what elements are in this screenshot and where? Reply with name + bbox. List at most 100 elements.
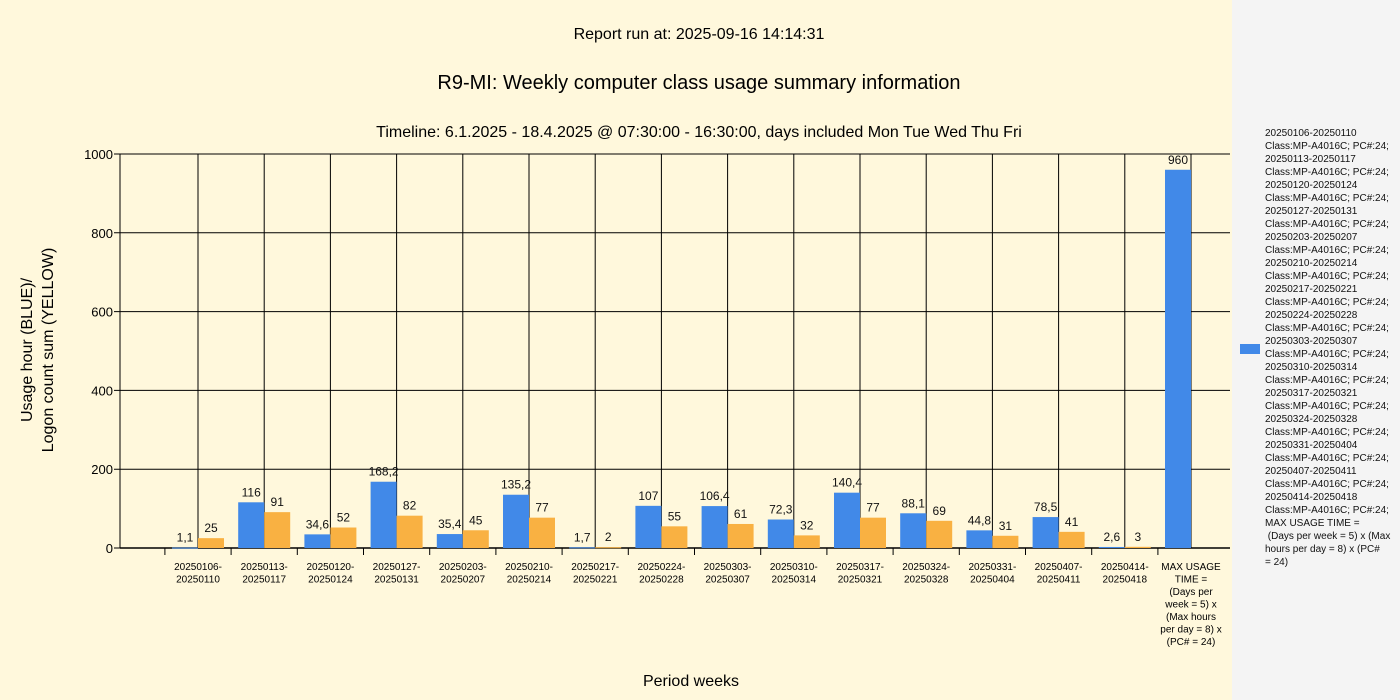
chart-subtitle: Timeline: 6.1.2025 - 18.4.2025 @ 07:30:0… (376, 124, 1022, 141)
x-tick-label: 20250407- (1035, 562, 1083, 573)
bar-chart: Report run at: 2025-09-16 14:14:31 R9-MI… (19, 26, 1230, 690)
bar-usage (436, 534, 463, 548)
data-label: 91 (271, 495, 285, 509)
data-label: 31 (999, 519, 1013, 533)
y-tick-label: 400 (91, 383, 113, 398)
bar-usage (238, 502, 265, 548)
bar-logon (793, 535, 820, 548)
data-label: 3 (1134, 530, 1141, 544)
data-label: 107 (638, 489, 658, 503)
bar-usage (767, 519, 794, 548)
data-label: 35,4 (438, 517, 462, 531)
bar-logon (661, 526, 688, 548)
chart-title: R9-MI: Weekly computer class usage summa… (437, 72, 960, 94)
x-tick-label: 20250411 (1037, 575, 1081, 586)
report-run-text: Report run at: 2025-09-16 14:14:31 (574, 26, 825, 43)
x-tick-label: 20250217- (571, 562, 619, 573)
x-axis-label: Period weeks (643, 673, 739, 690)
x-tick-label: 20250203- (439, 562, 487, 573)
y-tick-label: 800 (91, 226, 113, 241)
bar-usage (1098, 546, 1125, 548)
legend-swatch-blue (1240, 344, 1260, 354)
bar-usage (900, 513, 927, 548)
x-tick-label: 20250418 (1103, 575, 1148, 586)
x-tick-label: week = 5) x (1164, 600, 1216, 611)
data-label: 32 (800, 518, 814, 532)
data-label: 140,4 (832, 476, 862, 490)
bar-usage (635, 505, 662, 548)
bar-logon (264, 512, 291, 548)
data-label: 1,7 (574, 530, 591, 544)
legend: 20250106-20250110 Class:MP-A4016C; PC#:2… (1232, 0, 1400, 700)
bar-logon (198, 538, 224, 548)
x-tick-label: 20250210- (505, 562, 553, 573)
x-tick-label: (Days per (1169, 587, 1213, 598)
data-label: 72,3 (769, 503, 793, 517)
bar-usage (834, 492, 860, 548)
bar-usage (1165, 169, 1191, 548)
y-tick-label: 1000 (84, 147, 113, 162)
x-tick-label: 20250307 (705, 575, 750, 586)
x-tick-label: 20250224- (637, 562, 685, 573)
x-tick-label: 20250404 (970, 575, 1015, 586)
bar-usage (966, 530, 993, 548)
data-label: 2 (605, 530, 612, 544)
bar-usage (503, 494, 529, 548)
x-tick-label: 20250221 (573, 575, 618, 586)
data-label: 44,8 (968, 513, 992, 527)
bar-logon (595, 547, 622, 549)
bar-logon (860, 517, 886, 548)
x-tick-label: 20250120- (306, 562, 354, 573)
bar-usage (1032, 517, 1059, 548)
data-label: 77 (535, 501, 549, 515)
data-label: 960 (1168, 153, 1188, 167)
x-tick-label: 20250113- (241, 562, 288, 573)
x-tick-label: 20250127- (373, 562, 421, 573)
bar-logon (529, 517, 555, 548)
x-tick-label: 20250310- (770, 562, 818, 573)
data-label: 78,5 (1034, 500, 1058, 514)
bar-logon (396, 515, 423, 548)
bar-logon (727, 523, 754, 548)
x-tick-label: 20250324- (902, 562, 950, 573)
bar-logon (926, 520, 953, 548)
y-tick-label: 200 (91, 462, 113, 477)
x-tick-label: 20250106- (174, 562, 222, 573)
bar-usage (172, 547, 198, 549)
legend-text: 20250106-20250110 Class:MP-A4016C; PC#:2… (1265, 128, 1391, 568)
x-tick-label: 20250228 (639, 575, 684, 586)
x-tick-label: 20250124 (308, 575, 353, 586)
x-tick-label: 20250331- (968, 562, 1016, 573)
data-label: 168,2 (369, 465, 399, 479)
y-axis-label-line2: Logon count sum (YELLOW) (40, 248, 57, 453)
y-tick-label: 600 (91, 305, 113, 320)
x-tick-label: TIME = (1175, 575, 1208, 586)
y-axis-label-line1: Usage hour (BLUE)/ (19, 277, 36, 422)
bar-logon (1058, 531, 1085, 548)
x-tick-label: 20250303- (704, 562, 752, 573)
data-label: 25 (204, 521, 218, 535)
x-tick-label: 20250214 (507, 575, 552, 586)
x-tick-label: 20250317- (836, 562, 884, 573)
data-label: 106,4 (700, 489, 730, 503)
data-label: 77 (866, 501, 880, 515)
x-tick-label: 20250110 (176, 575, 220, 586)
data-label: 1,1 (177, 531, 194, 545)
x-tick-label: (Max hours (1166, 612, 1216, 623)
data-label: 55 (668, 509, 682, 523)
data-label: 61 (734, 507, 748, 521)
x-tick-label: 20250328 (904, 575, 949, 586)
x-tick-label: (PC# = 24) (1167, 637, 1216, 648)
bar-logon (330, 527, 357, 548)
data-label: 135,2 (501, 478, 531, 492)
bar-logon (462, 530, 489, 548)
bar-logon (1124, 546, 1151, 548)
x-tick-label: 20250117 (242, 575, 286, 586)
x-tick-label: MAX USAGE (1161, 562, 1221, 573)
bar-usage (701, 506, 728, 548)
data-label: 45 (469, 513, 483, 527)
x-tick-label: 20250321 (838, 575, 883, 586)
data-label: 34,6 (306, 517, 330, 531)
x-tick-label: 20250414- (1101, 562, 1149, 573)
data-label: 82 (403, 499, 417, 513)
